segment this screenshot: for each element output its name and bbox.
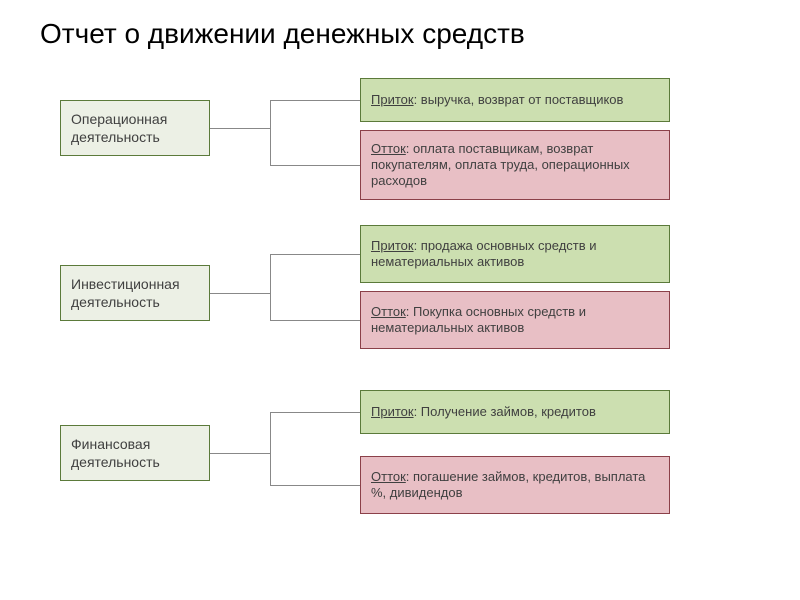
flow-text: Отток: погашение займов, кредитов, выпла…	[371, 469, 659, 502]
investment-inflow: Приток: продажа основных средств и немат…	[360, 225, 670, 283]
connector-line	[210, 293, 270, 294]
category-label: Операционная деятельность	[71, 110, 199, 146]
operating-inflow: Приток: выручка, возврат от поставщиков	[360, 78, 670, 122]
connector-line	[270, 100, 360, 101]
flow-text: Отток: Покупка основных средств и немате…	[371, 304, 659, 337]
connector-line	[270, 165, 360, 166]
connector-line	[270, 254, 360, 255]
flow-text: Приток: Получение займов, кредитов	[371, 404, 596, 420]
category-financial: Финансовая деятельность	[60, 425, 210, 481]
financial-outflow: Отток: погашение займов, кредитов, выпла…	[360, 456, 670, 514]
financial-inflow: Приток: Получение займов, кредитов	[360, 390, 670, 434]
category-investment: Инвестиционная деятельность	[60, 265, 210, 321]
flow-text: Отток: оплата поставщикам, возврат покуп…	[371, 141, 659, 190]
connector-line	[210, 453, 270, 454]
operating-outflow: Отток: оплата поставщикам, возврат покуп…	[360, 130, 670, 200]
category-operating: Операционная деятельность	[60, 100, 210, 156]
connector-line	[270, 485, 360, 486]
flow-text: Приток: выручка, возврат от поставщиков	[371, 92, 623, 108]
connector-line	[270, 412, 360, 413]
connector-line	[270, 412, 271, 485]
investment-outflow: Отток: Покупка основных средств и немате…	[360, 291, 670, 349]
connector-line	[270, 100, 271, 165]
flow-text: Приток: продажа основных средств и немат…	[371, 238, 659, 271]
connector-line	[210, 128, 270, 129]
connector-line	[270, 254, 271, 320]
category-label: Финансовая деятельность	[71, 435, 199, 471]
connector-line	[270, 320, 360, 321]
category-label: Инвестиционная деятельность	[71, 275, 199, 311]
page-title: Отчет о движении денежных средств	[40, 18, 525, 50]
